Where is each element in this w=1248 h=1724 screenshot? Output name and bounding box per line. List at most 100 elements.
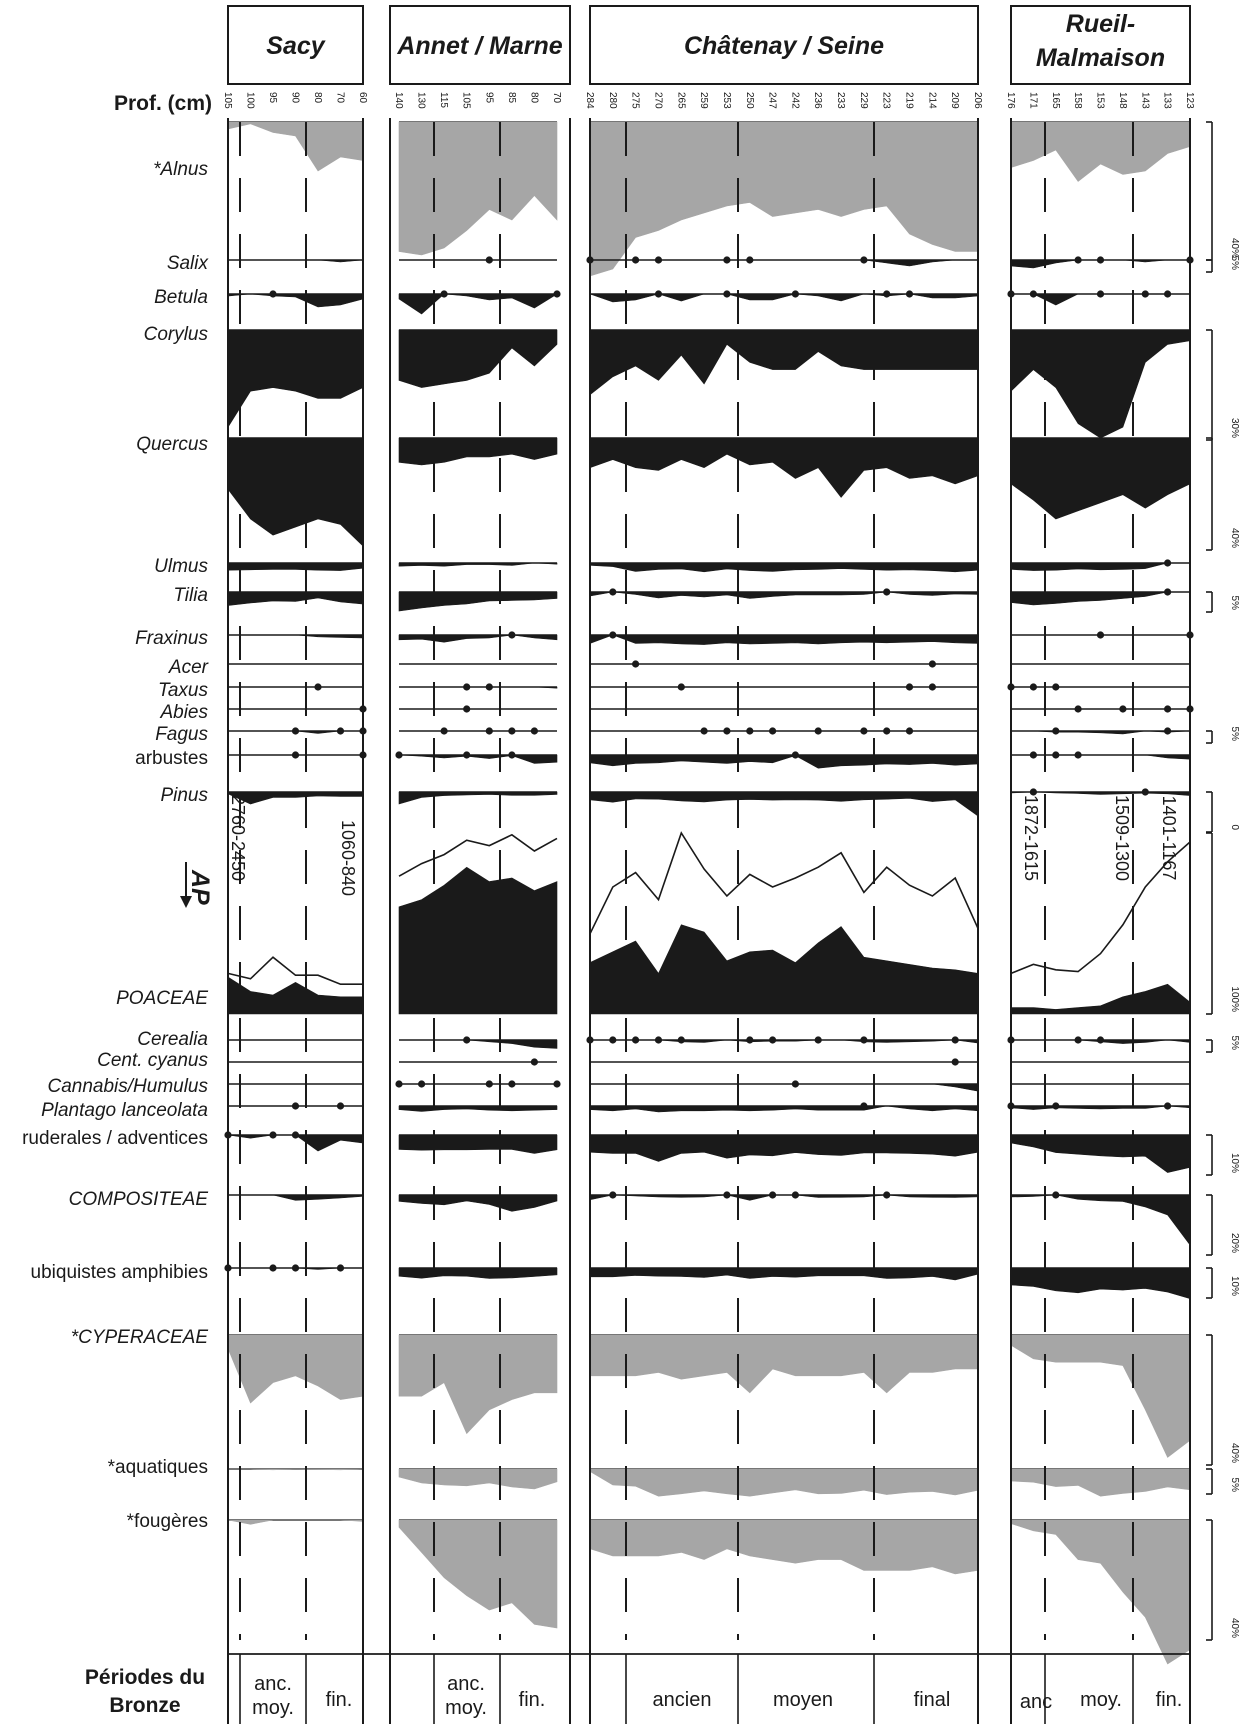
presence-dot xyxy=(1052,1191,1060,1199)
curve-corylus xyxy=(227,329,364,429)
curve-ubiquistes xyxy=(398,1267,558,1279)
taxon-label: Pinus xyxy=(160,785,208,806)
depth-tick-label: 105 xyxy=(461,92,472,109)
period-label: moyen xyxy=(773,1689,833,1711)
taxon-label: Taxus xyxy=(158,680,208,701)
presence-dot xyxy=(791,1191,800,1199)
presence-dot xyxy=(508,727,516,735)
presence-dot xyxy=(769,727,777,735)
presence-dot xyxy=(395,1080,403,1088)
curve-cyperaceae xyxy=(227,1334,364,1404)
presence-dot xyxy=(905,290,914,298)
presence-dot xyxy=(508,751,516,759)
presence-dot xyxy=(1052,683,1060,691)
scale-label: 20% xyxy=(1229,1233,1240,1253)
presence-dot xyxy=(1164,1102,1172,1110)
scale-label: 5% xyxy=(1229,1478,1240,1493)
taxon-label: Tilia xyxy=(173,585,208,606)
taxon-label: Cannabis/Humulus xyxy=(47,1076,208,1097)
curve-fraxinus xyxy=(589,634,979,645)
scale-label: 40% xyxy=(1229,1618,1240,1638)
presence-dot xyxy=(791,290,800,298)
depth-tick-label: 284 xyxy=(584,92,595,109)
curve-ulmus xyxy=(1010,562,1190,571)
depth-axis: Prof. (cm) 105 100 95 90 80 70 60 140 130 115 105 95… xyxy=(114,92,1195,115)
radiocarbon-date: 1872-1615 xyxy=(1021,795,1041,881)
presence-dot xyxy=(1052,727,1060,735)
presence-dot xyxy=(485,1080,493,1088)
depth-tick-label: 100 xyxy=(245,92,256,109)
depth-tick-label: 153 xyxy=(1095,92,1106,109)
ap-arrow-head xyxy=(180,896,192,908)
scale-label: 5% xyxy=(1229,1036,1240,1051)
periods-label: Périodes du xyxy=(85,1666,205,1689)
presence-dot xyxy=(700,727,708,735)
depth-tick-label: 140 xyxy=(393,92,404,109)
curve-ulmus xyxy=(398,562,558,567)
presence-dot xyxy=(860,1102,868,1110)
ap-curve xyxy=(589,831,979,935)
curve-alnus xyxy=(589,121,979,277)
depth-tick-label: 60 xyxy=(357,92,368,104)
taxon-label: COMPOSITEAE xyxy=(69,1189,209,1210)
taxon-label: *Alnus xyxy=(153,159,208,180)
taxon-label: ubiquistes amphibies xyxy=(31,1262,208,1283)
depth-tick-label: 275 xyxy=(630,92,641,109)
presence-dot xyxy=(609,588,617,596)
curve-cyperaceae xyxy=(1010,1334,1191,1458)
curve-ubiquistes xyxy=(589,1267,979,1281)
ap-curve xyxy=(227,956,363,985)
scale-label: 5% xyxy=(1229,727,1240,742)
presence-dot xyxy=(553,290,561,298)
depth-tick-label: 229 xyxy=(858,92,869,109)
depth-tick-label: 70 xyxy=(551,92,562,104)
presence-dot xyxy=(291,751,300,759)
presence-dot xyxy=(336,1264,345,1272)
presence-dot xyxy=(928,683,937,691)
presence-dot xyxy=(677,1036,685,1044)
taxon-label: *aquatiques xyxy=(108,1457,208,1478)
site-header-box xyxy=(227,5,364,85)
presence-dot xyxy=(814,1036,822,1044)
curve-cerealia xyxy=(399,1039,558,1049)
presence-dot xyxy=(1029,290,1037,298)
depth-tick-label: 242 xyxy=(789,92,800,109)
depth-tick-label: 259 xyxy=(698,92,709,109)
pollen-curves xyxy=(224,118,1194,1724)
presence-dot xyxy=(291,1264,300,1272)
periods-label: Bronze xyxy=(109,1694,180,1717)
presence-dot xyxy=(632,256,640,264)
presence-dot xyxy=(654,256,663,264)
presence-dot xyxy=(530,727,539,735)
taxon-label: Salix xyxy=(167,253,210,274)
curve-tilia xyxy=(227,591,364,606)
presence-dot xyxy=(723,1191,731,1199)
presence-dot xyxy=(1119,705,1127,713)
curve-aquatiques xyxy=(398,1468,558,1490)
depth-tick-label: 247 xyxy=(767,92,778,109)
curve-fougeres xyxy=(398,1519,558,1629)
curve-fagus xyxy=(1011,730,1191,735)
depth-tick-label: 95 xyxy=(267,92,278,104)
taxon-label: Acer xyxy=(168,657,209,678)
curve-quercus xyxy=(227,437,364,547)
depth-tick-label: 123 xyxy=(1184,92,1195,109)
presence-dot xyxy=(1074,1036,1082,1044)
curve-ulmus xyxy=(589,562,979,573)
presence-dot xyxy=(609,1036,617,1044)
scale-label: 30% xyxy=(1229,418,1240,438)
curve-poaceae xyxy=(227,976,364,1015)
period-label: moy. xyxy=(1080,1689,1122,1711)
curve-fagus xyxy=(228,730,363,734)
taxon-label: Cent. cyanus xyxy=(97,1050,208,1071)
presence-dot xyxy=(485,256,493,264)
taxon-label: Corylus xyxy=(144,324,209,345)
presence-dot xyxy=(508,1080,516,1088)
curve-arbustes xyxy=(398,754,558,764)
presence-dot xyxy=(1164,727,1172,735)
presence-dot xyxy=(1029,751,1037,759)
presence-dot xyxy=(463,751,471,759)
presence-dot xyxy=(1074,256,1082,264)
presence-dot xyxy=(291,1131,300,1139)
